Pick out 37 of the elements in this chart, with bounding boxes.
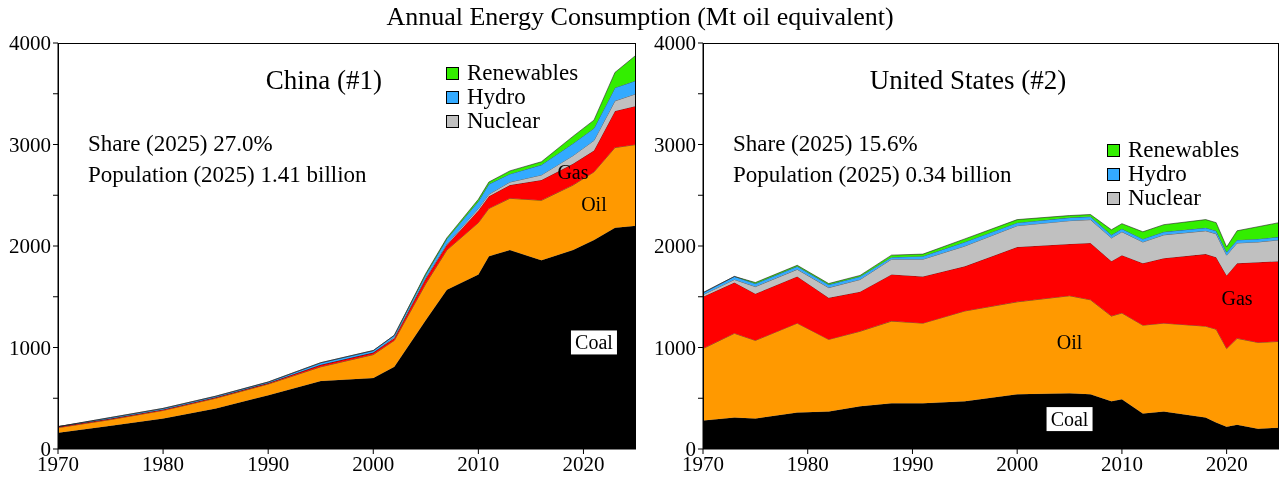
y-tick-label: 3000 <box>9 132 51 157</box>
x-tick-label: 1980 <box>142 451 185 476</box>
text: United States (#2) <box>869 65 1067 96</box>
x-tick-label: 2020 <box>1205 451 1248 476</box>
series-label: Gas <box>1221 287 1253 310</box>
x-tick-label: 2010 <box>1100 451 1143 476</box>
y-tick-label: 2000 <box>654 234 696 259</box>
annotation: Share (2025) 15.6% <box>733 131 918 157</box>
legend-label: Renewables <box>1128 137 1240 162</box>
x-tick-label: 2010 <box>457 451 500 476</box>
series-label: Coal <box>1050 407 1089 430</box>
x-tick-label: 1980 <box>786 451 829 476</box>
legend-label: Hydro <box>1128 161 1187 186</box>
series-label: Gas <box>557 161 589 184</box>
x-tick-label: 1990 <box>891 451 934 476</box>
series-label: Coal <box>575 331 614 354</box>
series-label: Oil <box>581 192 608 215</box>
y-tick-label: 4000 <box>654 31 696 56</box>
y-tick-label: 4000 <box>9 31 51 56</box>
y-tick-label: 1000 <box>654 335 696 360</box>
y-tick-label: 1000 <box>9 335 51 360</box>
x-tick-label: 2000 <box>996 451 1039 476</box>
legend-label: Hydro <box>467 84 526 109</box>
legend-label: Nuclear <box>1128 185 1201 210</box>
annotation: Share (2025) 27.0% <box>88 131 273 157</box>
chart-title: Annual Energy Consumption (Mt oil equivalent) <box>385 2 895 32</box>
y-tick-label: 2000 <box>9 234 51 259</box>
x-tick-label: 2000 <box>352 451 395 476</box>
x-tick-label: 2020 <box>562 451 605 476</box>
text: China (#1) <box>265 65 382 96</box>
legend-label: Renewables <box>467 60 579 85</box>
y-tick-label: 3000 <box>654 132 696 157</box>
annotation: Population (2025) 1.41 billion <box>88 162 367 188</box>
series-label: Oil <box>1056 331 1083 354</box>
x-tick-label: 1990 <box>247 451 290 476</box>
annotation: Population (2025) 0.34 billion <box>733 162 1012 188</box>
legend-label: Nuclear <box>467 108 540 133</box>
